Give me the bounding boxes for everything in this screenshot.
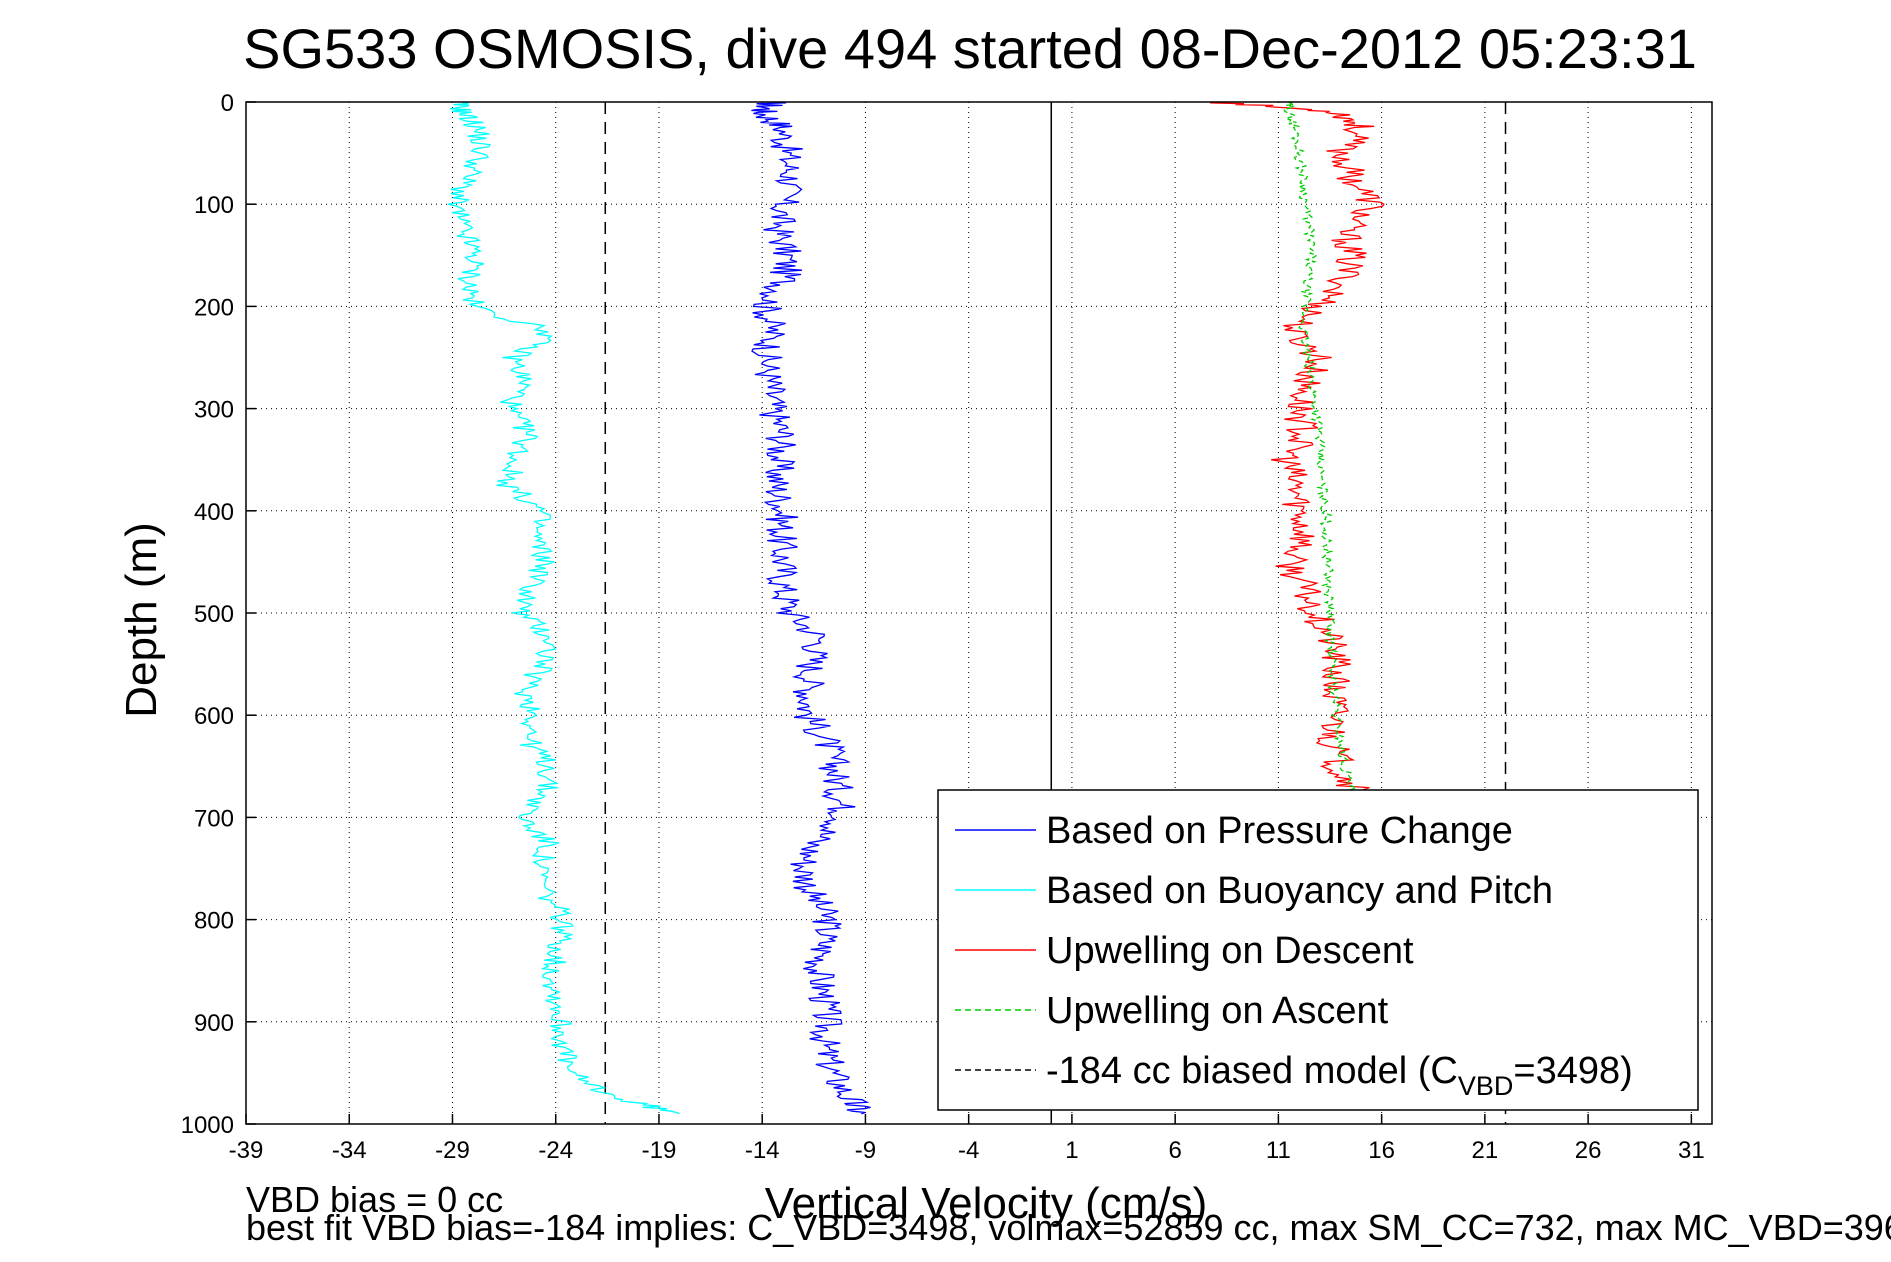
y-tick-label: 700 bbox=[194, 805, 234, 832]
x-tick-label: -9 bbox=[855, 1137, 876, 1164]
chart-title: SG533 OSMOSIS, dive 494 started 08-Dec-2… bbox=[243, 17, 1697, 80]
y-tick-label: 600 bbox=[194, 703, 234, 730]
x-tick-label: 6 bbox=[1168, 1137, 1181, 1164]
y-tick-label: 100 bbox=[194, 192, 234, 219]
x-tick-label: 16 bbox=[1368, 1137, 1395, 1164]
y-axis-ticks: 0 100 200 300 400 500 600 700 800 900 1000 bbox=[181, 90, 256, 1139]
legend-box bbox=[937, 789, 1699, 1111]
series-line-1 bbox=[751, 101, 871, 1115]
y-tick-label: 500 bbox=[194, 601, 234, 628]
legend-label-2: Based on Buoyancy and Pitch bbox=[1046, 870, 1553, 912]
x-axis-label: Vertical Velocity (cm/s) bbox=[765, 1179, 1208, 1228]
x-tick-label: -39 bbox=[229, 1137, 264, 1164]
x-axis-ticks: -39 -34 -29 -24 -19 -14 -9 -4 1 6 11 16 21 26 31 bbox=[229, 1114, 1705, 1164]
y-tick-label: 0 bbox=[221, 90, 234, 117]
x-tick-label: -34 bbox=[332, 1137, 367, 1164]
series-line-2 bbox=[447, 101, 680, 1115]
x-tick-label: 11 bbox=[1266, 1137, 1291, 1164]
legend-label-3: Upwelling on Descent bbox=[1046, 930, 1414, 972]
legend-label-4: Upwelling on Ascent bbox=[1046, 990, 1389, 1032]
y-tick-label: 400 bbox=[194, 499, 234, 526]
legend: Based on Pressure Change Based on Buoyanc… bbox=[937, 789, 1699, 1111]
legend-label-1: Based on Pressure Change bbox=[1046, 810, 1513, 852]
x-tick-label: -24 bbox=[538, 1137, 573, 1164]
legend-label-5: -184 cc biased model (CVBD=3498) bbox=[1046, 1050, 1633, 1101]
x-tick-label: 31 bbox=[1678, 1137, 1705, 1164]
x-tick-label: 21 bbox=[1472, 1137, 1499, 1164]
x-tick-label: -29 bbox=[435, 1137, 470, 1164]
y-tick-label: 200 bbox=[194, 294, 234, 321]
series-layer bbox=[447, 101, 1385, 1115]
footer-best-fit: best fit VBD bias=-184 implies: C_VBD=34… bbox=[246, 1207, 1891, 1248]
series-line-4 bbox=[1282, 101, 1360, 818]
x-tick-label: 1 bbox=[1065, 1137, 1078, 1164]
x-tick-label: -4 bbox=[958, 1137, 979, 1164]
y-tick-label: 800 bbox=[194, 908, 234, 935]
footer-vbd-bias: VBD bias = 0 cc bbox=[246, 1179, 503, 1220]
x-tick-label: -19 bbox=[642, 1137, 677, 1164]
series-line-3 bbox=[1210, 102, 1385, 819]
x-tick-label: -14 bbox=[745, 1137, 780, 1164]
y-tick-label: 1000 bbox=[181, 1112, 234, 1139]
grid-lines bbox=[246, 102, 1712, 1124]
y-tick-label: 900 bbox=[194, 1010, 234, 1037]
y-axis-label: Depth (m) bbox=[117, 522, 166, 718]
y-tick-label: 300 bbox=[194, 397, 234, 424]
x-tick-label: 26 bbox=[1575, 1137, 1602, 1164]
